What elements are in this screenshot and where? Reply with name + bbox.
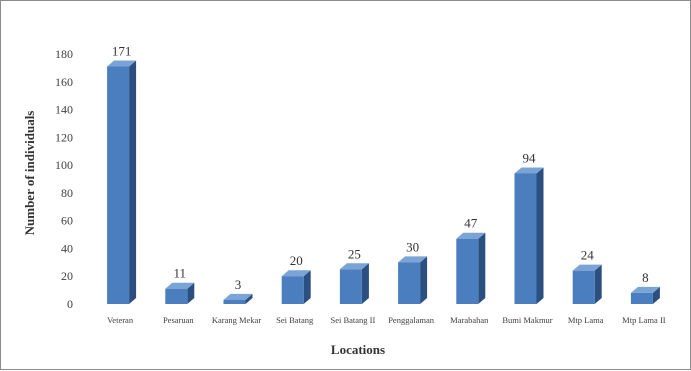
y-tick-label: 60 [61, 214, 73, 228]
data-label: 11 [174, 266, 187, 281]
bar-front [223, 299, 246, 304]
bars-layer [107, 60, 660, 304]
y-tick-label: 40 [61, 241, 73, 255]
data-label: 3 [235, 277, 242, 292]
data-label: 20 [290, 253, 303, 268]
data-labels: 171 11 3 20 25 30 47 94 24 8 [112, 44, 649, 292]
bar-veteran [107, 60, 137, 304]
bar-side [245, 293, 253, 304]
bar-side [303, 270, 311, 304]
y-tick-label: 80 [61, 186, 73, 200]
x-category-label: Sei Batang II [330, 315, 375, 325]
bar-front [630, 292, 653, 304]
x-axis-title: Locations [331, 342, 385, 357]
bar-top [339, 263, 369, 270]
y-tick-label: 120 [55, 130, 73, 144]
bar-side [594, 264, 602, 304]
bar-front [165, 288, 188, 304]
x-category-label: Mtp Lama [568, 315, 604, 325]
y-tick-label: 100 [55, 158, 73, 172]
y-tick-label: 20 [61, 269, 73, 283]
bar-top [165, 282, 195, 289]
bar-top [398, 256, 428, 263]
bar-penggalaman [398, 256, 428, 304]
x-category-label: Veteran [107, 315, 134, 325]
data-label: 171 [112, 44, 132, 59]
bar-front [398, 262, 421, 304]
x-category-label: Penggalaman [388, 315, 435, 325]
x-category-label: Mtp Lama II [622, 315, 666, 325]
bar-sei-batang [281, 270, 311, 304]
x-category-label: Karang Mekar [212, 315, 261, 325]
bar-front [456, 238, 479, 304]
bar-top [456, 232, 486, 239]
bar-side [420, 256, 428, 304]
bar-side [536, 167, 544, 304]
x-category-label: Pesaruan [163, 315, 194, 325]
bar-front [107, 66, 130, 304]
data-label: 8 [642, 270, 649, 285]
bar-sei-batang-ii [339, 263, 369, 304]
bar-front [339, 269, 362, 304]
x-category-label: Marabahan [450, 315, 489, 325]
x-category-labels: Veteran Pesaruan Karang Mekar Sei Batang Sei… [107, 315, 666, 325]
bar-front [572, 270, 595, 304]
y-tick-label: 160 [55, 75, 73, 89]
x-category-label: Sei Batang [276, 315, 314, 325]
bar-side [187, 282, 195, 304]
data-label: 25 [348, 246, 361, 261]
data-label: 47 [464, 216, 478, 231]
bar-side [129, 60, 137, 304]
x-category-label: Bumi Makmur [502, 315, 552, 325]
bar-karang-mekar [223, 293, 253, 304]
bar-side [361, 263, 369, 304]
bar-top [630, 286, 660, 293]
data-label: 30 [406, 239, 419, 254]
bar-top [281, 270, 311, 277]
bar-mtp-lama-ii [630, 286, 660, 304]
bar-bumi-makmur [514, 167, 544, 304]
bar-marabahan [456, 232, 486, 304]
bar-pesaruan [165, 282, 195, 304]
bar-side [652, 286, 660, 304]
bar-top [107, 60, 137, 67]
bar-side [478, 232, 486, 304]
y-tick-label: 180 [55, 47, 73, 61]
y-axis-title: Number of individuals [22, 111, 37, 236]
bar-front [281, 276, 304, 304]
data-label: 24 [581, 248, 595, 263]
bar-mtp-lama [572, 264, 602, 304]
data-label: 94 [523, 150, 537, 165]
y-tick-labels: 0 20 40 60 80 100 120 140 160 180 [55, 47, 73, 311]
y-tick-label: 0 [67, 297, 73, 311]
bar-top [514, 167, 544, 174]
y-tick-label: 140 [55, 103, 73, 117]
bar-front [514, 173, 537, 304]
bar-top [572, 264, 602, 271]
bar-top [223, 293, 253, 300]
